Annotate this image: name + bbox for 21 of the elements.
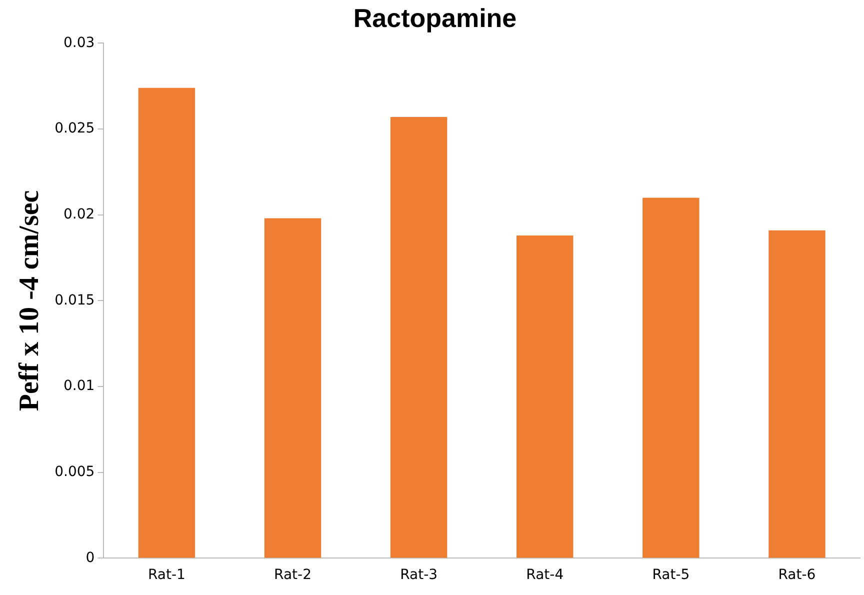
y-tick-label: 0.01 — [64, 378, 95, 394]
y-tick-label: 0.015 — [54, 292, 95, 308]
bar — [264, 218, 322, 558]
x-tick-label: Rat-5 — [652, 567, 690, 584]
y-tick-label: 0.03 — [64, 34, 95, 51]
x-tick-label: Rat-3 — [400, 567, 438, 584]
y-tick-label: 0.02 — [64, 206, 95, 223]
x-tick-label: Rat-4 — [526, 567, 564, 584]
chart-title: Ractopamine — [353, 2, 517, 33]
x-tick-label: Rat-1 — [148, 567, 186, 584]
y-tick-label: 0 — [86, 550, 95, 566]
bar — [138, 88, 196, 558]
x-tick-label: Rat-6 — [778, 567, 816, 584]
bar — [516, 235, 574, 558]
y-axis-title: Peff x 10 -4 cm/sec — [14, 190, 46, 412]
y-tick-label: 0.025 — [54, 120, 95, 137]
bar — [768, 230, 826, 558]
x-tick-label: Rat-2 — [274, 567, 312, 584]
bar — [642, 198, 700, 558]
y-tick-label: 0.005 — [54, 464, 95, 480]
bar — [390, 117, 448, 558]
